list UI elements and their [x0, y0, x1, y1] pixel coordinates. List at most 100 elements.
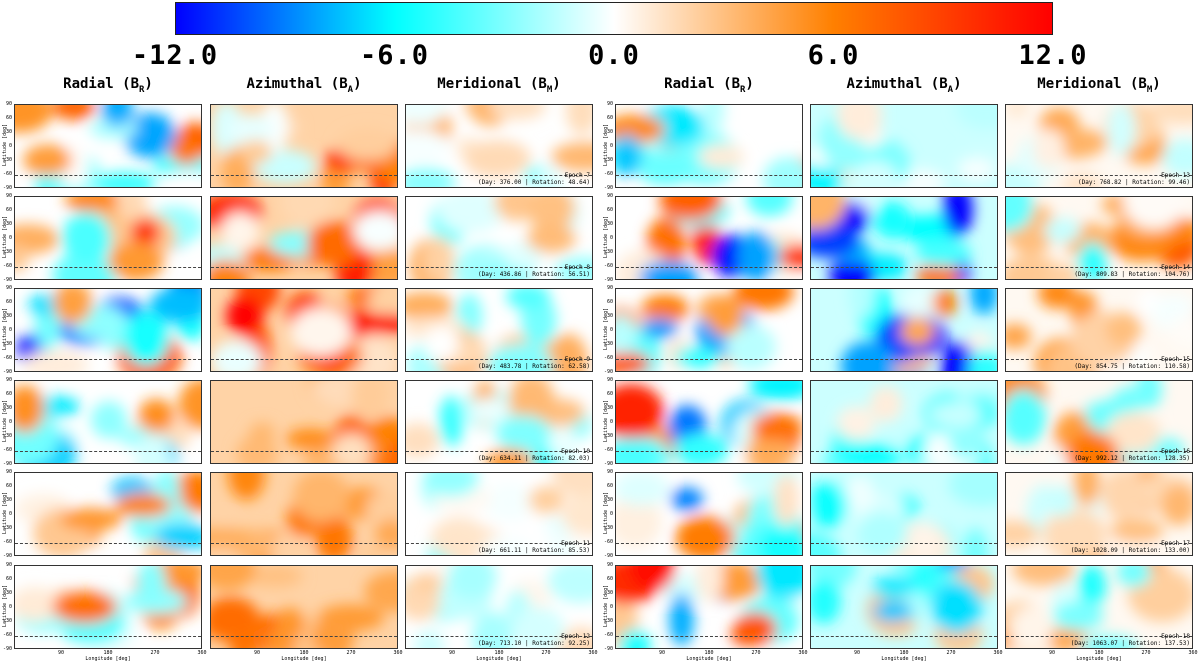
heatmap-blob	[773, 473, 800, 527]
heatmap-blob	[616, 134, 642, 176]
y-tick-label: -30	[603, 341, 613, 347]
heatmap-panel	[615, 104, 803, 188]
epoch-day-rotation: (Day: 634.11 | Rotation: 82.03)	[478, 455, 590, 462]
x-tick-label: 360	[993, 650, 1003, 656]
heatmap-blob	[1106, 105, 1136, 156]
colorbar	[175, 2, 1053, 35]
heatmap-blob	[778, 244, 802, 269]
heatmap-svg	[1006, 473, 1192, 555]
heatmap-blob	[53, 289, 93, 325]
heatmap-panel	[14, 380, 202, 464]
heatmap-svg	[406, 289, 592, 371]
heatmap-blob	[1148, 105, 1192, 125]
y-tick-label: -60	[2, 539, 12, 545]
heatmap-panel	[210, 472, 398, 556]
heatmap-blob	[438, 395, 464, 447]
heatmap-blob	[962, 528, 989, 555]
x-tick-label: 360	[798, 650, 808, 656]
heatmap-blob	[90, 401, 127, 439]
heatmap-blob	[928, 401, 982, 428]
heatmap-blob	[1006, 389, 1046, 445]
heatmap-blob	[293, 473, 349, 522]
heatmap-panel	[810, 104, 998, 188]
heatmap-blob	[958, 158, 994, 180]
heatmap-blob	[15, 385, 45, 433]
heatmap-blob	[1073, 473, 1101, 507]
y-tick-label: -30	[603, 157, 613, 163]
x-tick-label: 270	[751, 650, 761, 656]
y-tick-label: -90	[603, 277, 613, 283]
y-tick-label: 60	[5, 483, 12, 489]
heatmap-panel: Epoch 13 (Day: 768.82 | Rotation: 99.46)	[1005, 104, 1193, 188]
heatmap-blob	[955, 105, 997, 129]
heatmap-blob	[211, 566, 256, 591]
heatmap-blob	[249, 422, 276, 444]
x-tick-label: 180	[299, 650, 309, 656]
heatmap-blob	[561, 494, 592, 536]
y-tick-label: 90	[606, 469, 613, 475]
y-tick-label: -90	[603, 369, 613, 375]
heatmap-blob	[15, 105, 53, 133]
y-tick-label: 60	[5, 115, 12, 121]
heatmap-blob	[226, 295, 264, 337]
heatmap-blob	[406, 291, 454, 320]
heatmap-blob	[406, 129, 450, 163]
heatmap-blob	[430, 517, 487, 555]
reference-line	[616, 636, 802, 637]
epoch-label: Epoch 11 (Day: 661.11 | Rotation: 85.53)	[478, 540, 590, 554]
heatmap-panel	[14, 565, 202, 649]
heatmap-blob	[1041, 627, 1090, 648]
y-tick-label: 30	[5, 405, 12, 411]
colorbar-tick-label: 0.0	[588, 40, 640, 71]
heatmap-blob	[734, 612, 777, 646]
heatmap-blob	[1109, 518, 1165, 543]
reference-line	[406, 636, 592, 637]
y-tick-label: 60	[5, 576, 12, 582]
y-tick-label: 0	[609, 143, 613, 149]
heatmap-blob	[1077, 566, 1107, 607]
epoch-day-rotation: (Day: 1063.07 | Rotation: 137.53)	[1070, 640, 1190, 647]
y-tick-label: 30	[606, 497, 613, 503]
y-tick-label: 0	[8, 511, 12, 517]
heatmap-blob	[211, 597, 259, 635]
y-tick-label: 90	[5, 101, 12, 107]
heatmap-blob	[700, 105, 725, 135]
heatmap-panel: Epoch 17 (Day: 1028.09 | Rotation: 133.00…	[1005, 472, 1193, 556]
heatmap-panel: Epoch 16 (Day: 992.12 | Rotation: 128.35)	[1005, 380, 1193, 464]
heatmap-blob	[659, 197, 723, 221]
heatmap-blob	[948, 473, 997, 506]
heatmap-blob	[149, 289, 201, 323]
heatmap-blob	[748, 381, 802, 401]
heatmap-blob	[464, 140, 531, 177]
y-tick-label: 30	[5, 313, 12, 319]
x-axis-label: Longitude [deg]	[85, 656, 131, 662]
epoch-day-rotation: (Day: 376.00 | Rotation: 48.64)	[478, 179, 590, 186]
y-tick-label: -30	[2, 157, 12, 163]
reference-line	[811, 175, 997, 176]
heatmap-blob	[565, 105, 592, 135]
heatmap-blob	[526, 224, 576, 253]
heatmap-blob	[932, 289, 957, 317]
y-tick-label: 90	[5, 193, 12, 199]
colorbar-tick-label: 6.0	[807, 40, 860, 71]
heatmap-svg	[616, 473, 802, 555]
epoch-label: Epoch 16 (Day: 992.12 | Rotation: 128.35)	[1074, 448, 1190, 462]
heatmap-blob	[940, 341, 977, 371]
heatmap-svg	[15, 381, 201, 463]
heatmap-blob	[138, 398, 175, 434]
heatmap-panel	[810, 565, 998, 649]
epoch-number: Epoch 15	[1161, 356, 1190, 363]
heatmap-svg	[811, 289, 997, 371]
heatmap-blob	[811, 197, 846, 230]
reference-line	[406, 175, 592, 176]
heatmap-blob	[1043, 218, 1082, 243]
heatmap-blob	[52, 591, 118, 624]
heatmap-panel: Epoch 10 (Day: 634.11 | Rotation: 82.03)	[405, 380, 593, 464]
y-axis-label: Latitude [deg]	[603, 215, 609, 258]
heatmap-blob	[447, 566, 497, 600]
y-axis-label: Latitude [deg]	[603, 123, 609, 166]
heatmap-blob	[268, 534, 306, 555]
y-tick-label: 30	[606, 405, 613, 411]
heatmap-blob	[547, 566, 592, 604]
heatmap-svg	[811, 566, 997, 648]
